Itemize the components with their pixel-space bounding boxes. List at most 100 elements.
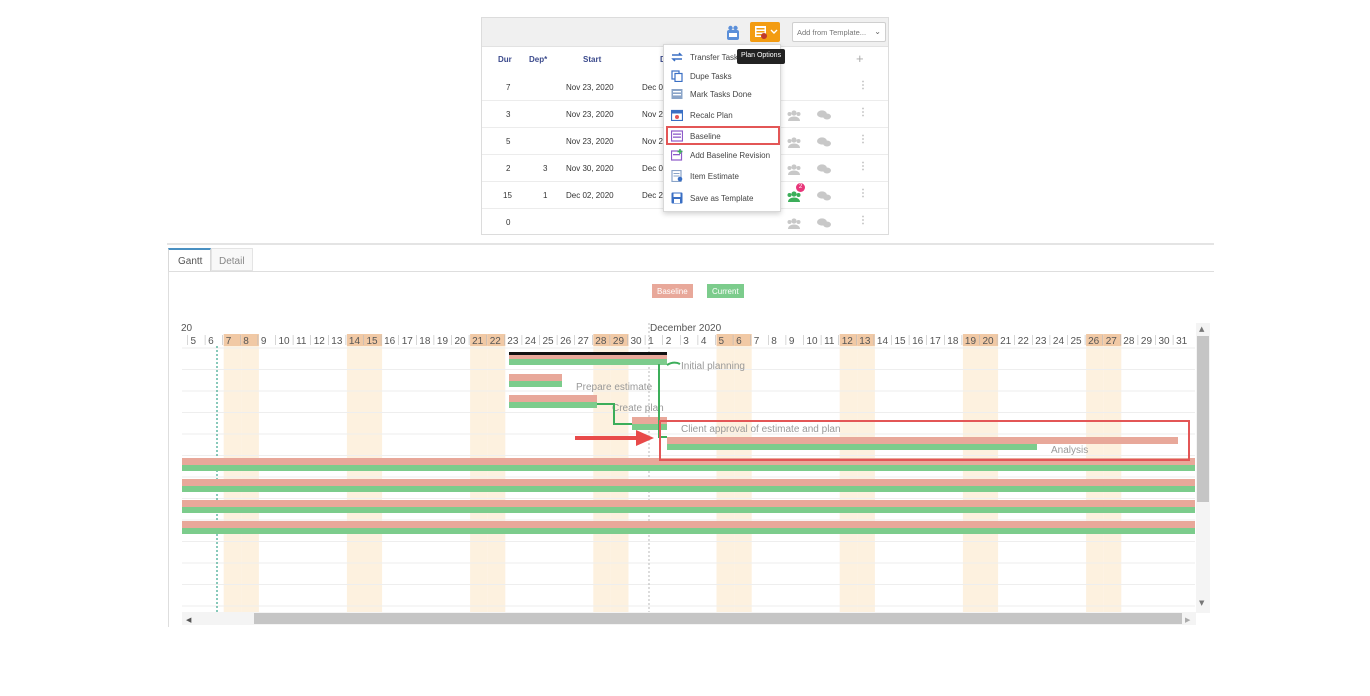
column-header-start[interactable]: Start [583, 55, 602, 64]
column-header-dur[interactable]: Dur [498, 55, 512, 64]
calendar-icon [671, 109, 683, 121]
baseline-bar [182, 500, 1195, 507]
current-bar [182, 528, 1195, 534]
day-tick-label: 11 [824, 336, 835, 347]
month-label: December 2020 [650, 323, 722, 334]
horizontal-scrollbar-thumb[interactable] [254, 613, 1182, 624]
row-start: Nov 23, 2020 [566, 83, 614, 92]
day-tick-label: 17 [402, 336, 414, 347]
people-icon[interactable] [786, 190, 802, 202]
left-date-fragment: 20 [181, 323, 193, 334]
row-dur: 5 [506, 137, 511, 146]
menu-item-save-as-template[interactable]: Save as Template [664, 189, 780, 209]
row-menu-icon[interactable]: ⋮ [858, 215, 868, 226]
day-tick-label: 18 [947, 336, 959, 347]
comments-icon[interactable] [816, 217, 832, 229]
gantt-panel: Gantt Detail Baseline Current [167, 243, 1214, 627]
day-tick-label: 25 [1071, 336, 1083, 347]
column-header-end[interactable]: D [660, 55, 666, 64]
baseline-highlight-box [666, 126, 780, 145]
row-menu-icon[interactable]: ⋮ [858, 134, 868, 145]
row-menu-icon[interactable]: ⋮ [858, 188, 868, 199]
current-bar [182, 507, 1195, 513]
people-icon[interactable] [786, 163, 802, 175]
estimate-icon [671, 170, 683, 182]
legend-baseline: Baseline [652, 284, 693, 298]
transfer-icon [671, 52, 683, 62]
baseline-bar-prepare-estimate [509, 374, 562, 381]
row-dur: 7 [506, 83, 511, 92]
menu-item-label: Dupe Tasks [690, 72, 732, 81]
summary-bar-initial-planning [509, 352, 667, 355]
day-tick-label: 19 [965, 336, 977, 347]
add-from-template-select[interactable]: Add from Template... ⌄ [792, 22, 886, 42]
menu-item-add-baseline-revision[interactable]: Add Baseline Revision [664, 146, 780, 166]
people-icon[interactable] [786, 217, 802, 229]
day-tick-label: 8 [771, 336, 777, 347]
weekend-header-cell [962, 334, 981, 346]
row-menu-icon[interactable]: ⋮ [858, 80, 868, 91]
menu-item-recalc-plan[interactable]: Recalc Plan [664, 106, 780, 126]
panel-divider [167, 243, 1214, 245]
row-end: Nov 2 [642, 110, 663, 119]
day-tick-label: 14 [349, 336, 361, 347]
comments-icon[interactable] [816, 163, 832, 175]
comments-icon[interactable] [816, 190, 832, 202]
day-tick-label: 7 [226, 336, 232, 347]
day-tick-label: 13 [331, 336, 343, 347]
baseline-bar-client-approval [632, 417, 667, 424]
row-menu-icon[interactable]: ⋮ [858, 107, 868, 118]
weekend-header-cell [364, 334, 383, 346]
weekend-header-cell [241, 334, 259, 346]
day-tick-label: 20 [983, 336, 995, 347]
day-tick-label: 5 [719, 336, 725, 347]
weekend-header-cell [346, 334, 365, 346]
menu-item-mark-tasks-done[interactable]: Mark Tasks Done [664, 85, 780, 105]
day-tick-label: 15 [367, 336, 379, 347]
row-dur: 3 [506, 110, 511, 119]
day-tick-label: 21 [1000, 336, 1012, 347]
baseline-icon [671, 130, 683, 142]
row-menu-icon[interactable]: ⋮ [858, 161, 868, 172]
day-tick-label: 10 [807, 336, 819, 347]
people-icon[interactable] [786, 136, 802, 148]
task-label-prepare-estimate: Prepare estimate [576, 382, 653, 393]
menu-item-baseline[interactable]: Baseline [664, 127, 780, 147]
add-task-plus-icon[interactable]: + [856, 51, 864, 66]
menu-item-label: Recalc Plan [690, 111, 733, 120]
day-tick-label: 29 [613, 336, 625, 347]
day-tick-label: 6 [208, 336, 214, 347]
plan-options-button[interactable] [750, 22, 780, 42]
vertical-scrollbar-thumb[interactable] [1197, 336, 1209, 502]
day-tick-label: 23 [507, 336, 519, 347]
weekend-header-cell [857, 334, 875, 346]
day-tick-label: 24 [1053, 336, 1065, 347]
scroll-right-icon: ▶ [1185, 616, 1191, 624]
menu-item-item-estimate[interactable]: Item Estimate [664, 167, 780, 187]
menu-item-dupe-tasks[interactable]: Dupe Tasks [664, 67, 780, 87]
day-tick-label: 30 [631, 336, 643, 347]
weekend-header-cell [487, 334, 506, 346]
day-tick-label: 26 [1088, 336, 1100, 347]
tab-detail[interactable]: Detail [211, 248, 253, 271]
comments-icon[interactable] [816, 136, 832, 148]
menu-item-transfer-tasks[interactable]: Transfer Tasks [664, 48, 780, 68]
row-start: Nov 23, 2020 [566, 137, 614, 146]
weekend-header-cell [980, 334, 999, 346]
day-tick-label: 26 [560, 336, 572, 347]
comments-icon[interactable] [816, 109, 832, 121]
day-tick-label: 28 [1123, 336, 1135, 347]
day-tick-label: 16 [384, 336, 396, 347]
day-tick-label: 13 [859, 336, 871, 347]
people-icon[interactable] [786, 109, 802, 121]
column-header-dep[interactable]: Dep* [529, 55, 548, 64]
day-tick-label: 14 [877, 336, 889, 347]
baseline-bar [182, 521, 1195, 528]
day-tick-label: 4 [701, 336, 707, 347]
day-tick-label: 15 [895, 336, 907, 347]
assign-people-icon[interactable] [725, 24, 741, 41]
scroll-up-icon: ▲ [1199, 325, 1205, 333]
baseline-bar-create-plan [509, 395, 597, 402]
menu-item-label: Baseline [690, 132, 721, 141]
tab-gantt[interactable]: Gantt [168, 248, 211, 272]
